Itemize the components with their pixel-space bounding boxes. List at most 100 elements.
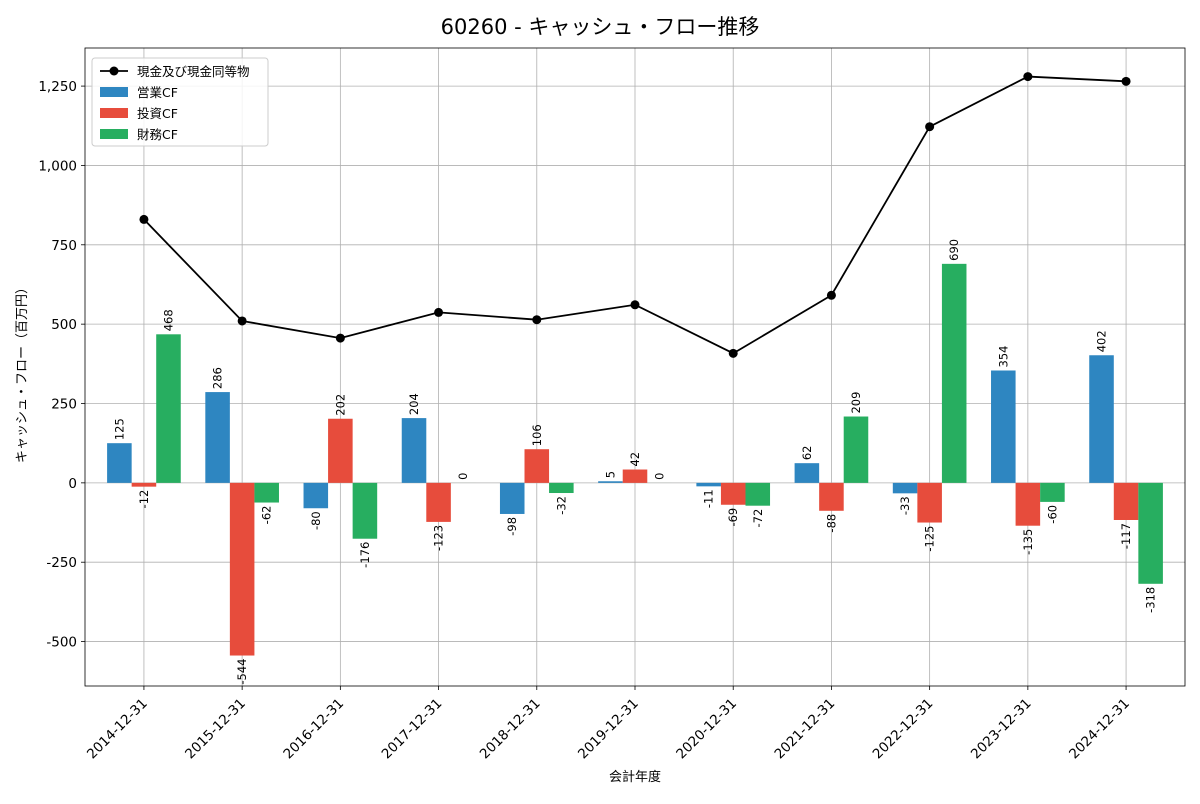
bar-3-1 <box>156 334 181 483</box>
bar-2-5 <box>525 449 550 483</box>
bar-value-label: 62 <box>800 446 814 461</box>
bar-3-7 <box>745 483 770 506</box>
cash-point <box>1122 77 1131 86</box>
legend-label: 現金及び現金同等物 <box>137 64 250 79</box>
x-tick-label: 2017-12-31 <box>379 696 446 763</box>
y-tick-label: 250 <box>51 397 77 413</box>
legend-bar-swatch <box>100 87 128 97</box>
bar-value-label: 690 <box>947 239 961 261</box>
x-tick-label: 2020-12-31 <box>673 696 740 763</box>
bar-value-label: 202 <box>333 394 347 416</box>
bar-value-label: 0 <box>653 473 667 480</box>
chart-title: 60260 - キャッシュ・フロー推移 <box>441 15 760 39</box>
cash-point <box>631 300 640 309</box>
bar-value-label: -125 <box>923 526 937 552</box>
bar-value-label: -544 <box>235 659 249 685</box>
bar-value-label: -117 <box>1119 523 1133 549</box>
y-tick-label: -500 <box>46 635 77 651</box>
bar-value-label: -11 <box>702 489 716 508</box>
y-tick-label: 750 <box>51 238 77 254</box>
bar-2-4 <box>426 483 451 522</box>
bar-1-11 <box>1089 355 1114 483</box>
bar-1-1 <box>107 443 132 483</box>
legend-label: 財務CF <box>137 127 178 142</box>
x-tick-label: 2016-12-31 <box>280 696 347 763</box>
bar-3-3 <box>353 483 378 539</box>
bar-1-10 <box>991 370 1016 482</box>
bar-3-10 <box>1040 483 1065 502</box>
x-tick-label: 2024-12-31 <box>1066 696 1133 763</box>
legend-label: 営業CF <box>137 85 178 100</box>
bar-1-6 <box>598 481 623 483</box>
x-tick-label: 2015-12-31 <box>182 696 249 763</box>
bar-value-label: 204 <box>407 393 421 415</box>
bar-value-label: 0 <box>456 473 470 480</box>
bar-value-label: 5 <box>603 471 617 478</box>
bar-3-9 <box>942 264 967 483</box>
x-tick-label: 2019-12-31 <box>575 696 642 763</box>
bar-value-label: 286 <box>211 367 225 389</box>
bar-value-label: -12 <box>137 490 151 509</box>
bar-value-label: 468 <box>161 309 175 331</box>
y-tick-label: 1,250 <box>38 79 77 95</box>
x-tick-label: 2014-12-31 <box>84 696 151 763</box>
bar-3-5 <box>549 483 574 493</box>
cash-point <box>434 308 443 317</box>
y-tick-label: 1,000 <box>38 158 77 174</box>
bar-value-label: 354 <box>996 346 1010 368</box>
bar-value-label: -62 <box>260 506 274 525</box>
bar-value-label: 402 <box>1095 330 1109 352</box>
y-tick-label: 500 <box>51 317 77 333</box>
cash-point <box>729 349 738 358</box>
bar-value-label: -69 <box>726 508 740 527</box>
bar-3-8 <box>844 417 869 483</box>
bar-value-label: -88 <box>824 514 838 533</box>
bar-2-10 <box>1016 483 1041 526</box>
bar-1-9 <box>893 483 918 493</box>
cash-point <box>925 122 934 131</box>
bar-2-2 <box>230 483 255 656</box>
cash-point <box>238 316 247 325</box>
bar-value-label: -80 <box>309 511 323 530</box>
cash-point <box>1023 72 1032 81</box>
bar-value-label: -318 <box>1144 587 1158 613</box>
bar-2-6 <box>623 470 648 483</box>
bar-1-2 <box>205 392 230 483</box>
y-axis-label: キャッシュ・フロー（百万円） <box>15 281 30 463</box>
bar-value-label: 42 <box>628 452 642 467</box>
legend-bar-swatch <box>100 129 128 139</box>
x-tick-label: 2021-12-31 <box>771 696 838 763</box>
bar-value-label: -123 <box>432 525 446 551</box>
bar-2-3 <box>328 419 353 483</box>
bar-value-label: -32 <box>554 496 568 515</box>
bar-1-4 <box>402 418 427 483</box>
bar-1-5 <box>500 483 525 514</box>
bar-value-label: 106 <box>530 424 544 446</box>
x-tick-label: 2022-12-31 <box>870 696 937 763</box>
bar-3-2 <box>254 483 279 503</box>
bar-value-label: -72 <box>751 509 765 528</box>
bar-value-label: -33 <box>898 496 912 515</box>
x-tick-label: 2023-12-31 <box>968 696 1035 763</box>
bar-1-8 <box>795 463 820 483</box>
bar-value-label: 125 <box>112 418 126 440</box>
bar-2-7 <box>721 483 746 505</box>
cash-point <box>532 315 541 324</box>
legend-label: 投資CF <box>137 106 178 121</box>
bar-value-label: -135 <box>1021 529 1035 555</box>
x-axis-label: 会計年度 <box>609 769 661 785</box>
legend-marker-swatch <box>110 67 119 76</box>
bar-1-7 <box>696 483 721 486</box>
bar-value-label: 209 <box>849 392 863 414</box>
bar-2-11 <box>1114 483 1139 520</box>
bar-value-label: -176 <box>358 542 372 568</box>
bar-value-label: -98 <box>505 517 519 536</box>
bar-2-8 <box>819 483 844 511</box>
bar-1-3 <box>304 483 329 508</box>
cash-point <box>827 291 836 300</box>
cash-point <box>139 215 148 224</box>
y-tick-label: 0 <box>68 476 77 492</box>
